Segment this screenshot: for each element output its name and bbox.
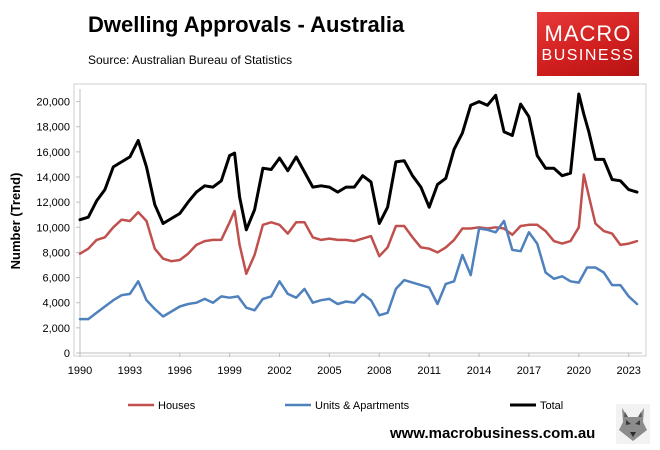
y-tick-label: 18,000	[36, 122, 70, 134]
x-tick-label: 2017	[517, 365, 541, 377]
series-line-units-apartments	[78, 219, 639, 321]
y-tick-label: 10,000	[36, 222, 70, 234]
plot-area-border	[73, 83, 647, 357]
x-tick-label: 1996	[168, 365, 192, 377]
y-tick-label: 2,000	[42, 323, 70, 335]
y-axis-label: Number (Trend)	[8, 173, 23, 270]
legend-label: Units & Apartments	[315, 400, 410, 412]
logo-line-business: BUSINESS	[541, 47, 635, 64]
x-tick-label: 2002	[267, 365, 291, 377]
x-tick-label: 2005	[317, 365, 341, 377]
series-line-total	[78, 92, 639, 232]
y-tick-label: 4,000	[42, 298, 70, 310]
x-tick-label: 1993	[118, 365, 142, 377]
y-tick-label: 8,000	[42, 247, 70, 259]
x-tick-label: 1999	[217, 365, 241, 377]
series-lines	[78, 92, 639, 321]
y-tick-label: 20,000	[36, 97, 70, 109]
x-tick-label: 2014	[467, 365, 491, 377]
series-line-houses	[78, 173, 639, 276]
logo-line-macro: MACRO	[544, 21, 632, 46]
website-url[interactable]: www.macrobusiness.com.au	[390, 425, 596, 442]
x-tick-label: 2023	[616, 365, 640, 377]
y-ticks: 0 2,000 4,000 6,000 8,000 10,000 12,000 14,000 1…	[36, 97, 80, 360]
x-tick-label: 2011	[417, 365, 441, 377]
brand-logo[interactable]: MACRO BUSINESS	[537, 12, 639, 76]
y-tick-label: 0	[64, 348, 70, 360]
y-tick-label: 6,000	[42, 273, 70, 285]
y-tick-label: 16,000	[36, 147, 70, 159]
legend-label: Total	[540, 400, 563, 412]
source-note: Source: Australian Bureau of Statistics	[88, 53, 293, 67]
wolf-icon	[616, 404, 650, 444]
x-tick-label: 1990	[68, 365, 92, 377]
legend-label: Houses	[158, 400, 196, 412]
x-tick-label: 2020	[567, 365, 591, 377]
x-tick-label: 2008	[367, 365, 391, 377]
chart-title: Dwelling Approvals - Australia	[88, 12, 405, 37]
x-ticks: 1990 1993 1996 1999 2002 2005 2008 2011 2014 2017…	[68, 353, 641, 377]
y-tick-label: 14,000	[36, 172, 70, 184]
y-tick-label: 12,000	[36, 197, 70, 209]
legend: Houses Units & Apartments Total	[128, 400, 563, 412]
